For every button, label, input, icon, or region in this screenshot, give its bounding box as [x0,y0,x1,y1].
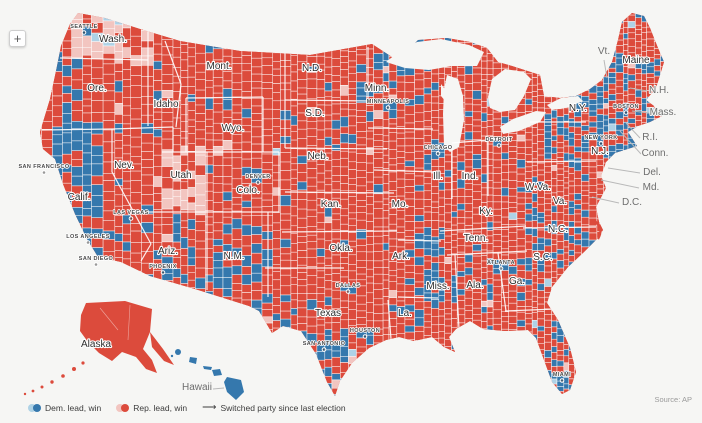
legend-switched-label: Switched party since last election [220,403,346,413]
city-label: HOUSTON [350,328,380,334]
city-marker-icon [559,378,565,383]
state-label: Ga. [509,276,525,287]
city-marker-icon [435,151,441,156]
state-label: Ill. [433,171,443,182]
state-label: Texas [315,308,341,319]
state-label: Maine [622,55,650,66]
city-label: LOS ANGELES [66,234,110,240]
state-label: Miss. [426,281,449,292]
city-label: LAS VEGAS [113,210,148,216]
state-label: Wyo. [222,123,245,134]
state-label: Nev. [114,160,134,171]
state-label: Mo. [392,199,409,210]
zoom-in-button[interactable]: + [9,30,26,47]
city-marker-icon [385,105,391,110]
state-label: Hawaii [182,382,212,393]
city-label: BOSTON [613,104,639,110]
arrow-right-icon: ⟶ [202,402,217,413]
state-label: Ariz. [158,246,178,257]
state-label: Ind. [462,171,479,182]
city-marker-icon [362,334,368,339]
rep-lead-win-icon [116,404,130,412]
city-label: DETROIT [486,137,513,143]
state-label: D.C. [622,197,642,208]
dem-lead-win-icon [28,404,41,412]
state-label: Kan. [321,199,342,210]
city-label: PHOENIX [149,264,177,270]
state-label: S.D. [305,108,324,119]
city-marker-icon [81,30,87,35]
state-label: Va. [553,196,567,207]
state-label: Idaho [153,99,178,110]
legend-dem: Dem. lead, win [28,403,101,413]
state-label: Del. [643,167,661,178]
city-marker-icon [496,143,502,148]
state-label: N.J. [591,146,609,157]
state-label: Okla. [329,243,352,254]
city-label: MIAMI [553,372,571,378]
city-label: ATLANTA [487,260,515,266]
city-marker-icon [85,240,91,245]
state-label: Vt. [598,46,610,57]
city-label: SEATTLE [70,24,97,30]
legend-rep: Rep. lead, win [116,403,187,413]
state-label: Minn. [365,83,389,94]
city-marker-icon [498,266,504,271]
source-attribution: Source: AP [654,395,692,404]
city-label: SAN ANTONIO [303,341,346,347]
city-label: DENVER [245,174,270,180]
legend-switched: ⟶ Switched party since last election [202,402,346,414]
state-label: W.Va. [525,182,551,193]
state-label: Wash. [99,34,127,45]
state-label: Ala. [466,280,483,291]
map-legend: Dem. lead, win Rep. lead, win ⟶ Switched… [28,401,346,415]
state-label: N.H. [649,85,669,96]
state-label: R.I. [642,132,658,143]
hawaii-shape[interactable] [170,349,244,400]
city-marker-icon [93,262,99,267]
state-label: Mass. [650,107,677,118]
state-label: Alaska [81,339,111,350]
state-label: Ore. [87,83,106,94]
state-label: N.M. [223,251,244,262]
legend-dem-label: Dem. lead, win [45,403,102,413]
city-marker-icon [41,170,47,175]
city-label: SAN DIEGO [79,256,114,262]
city-marker-icon [128,216,134,221]
city-marker-icon [623,110,629,115]
state-label: Conn. [642,148,669,159]
state-label: La. [398,308,412,319]
plus-icon: + [13,31,22,46]
state-label: Calif. [68,192,91,203]
state-label: N.Y. [569,103,587,114]
city-marker-icon [321,347,327,352]
city-label: NEW YORK [584,135,617,141]
city-marker-icon [160,270,166,275]
city-label: MINNEAPOLIS [367,99,410,105]
city-marker-icon [255,180,261,185]
state-label: Ark. [392,251,410,262]
state-label: Md. [643,182,660,193]
city-label: SAN FRANCISCO [18,164,69,170]
state-label: S.C. [533,252,552,263]
state-label: Ky. [479,206,493,217]
alaska-shape[interactable] [23,301,174,396]
legend-rep-label: Rep. lead, win [133,403,188,413]
city-marker-icon [345,289,351,294]
state-label: Neb. [307,151,328,162]
state-label: N.D. [302,63,322,74]
city-label: CHICAGO [424,145,453,151]
state-label: N.C. [548,224,568,235]
city-label: DALLAS [336,283,361,289]
state-label: Mont. [206,61,231,72]
state-label: Tenn. [464,233,488,244]
state-label: Colo. [236,185,259,196]
city-marker-icon [598,141,604,146]
state-label: Utah [170,170,191,181]
